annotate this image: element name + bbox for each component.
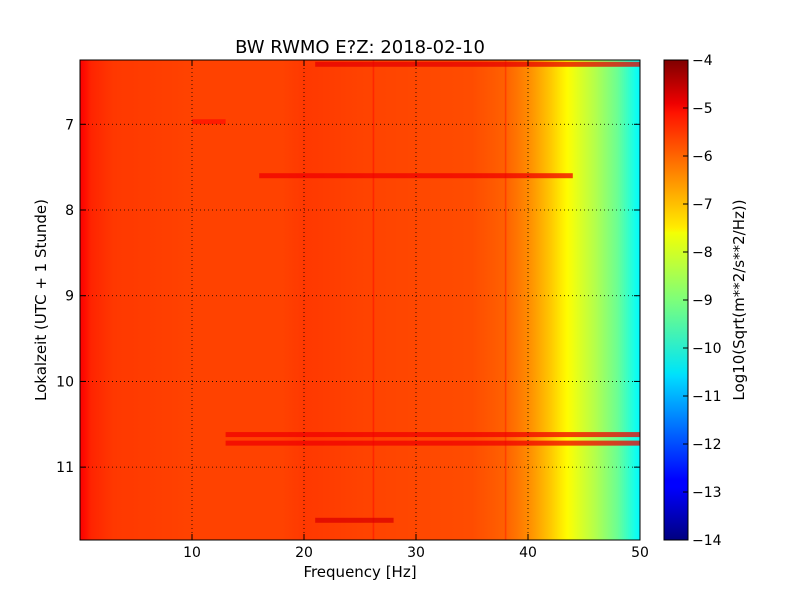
colorbar-label: Log10(Sqrt(m**2/s**2/Hz)) <box>730 199 748 400</box>
colorbar-tick-label-5: −9 <box>692 293 713 309</box>
colorbar-tick-label-10: −14 <box>692 533 722 549</box>
x-axis-ticks: 10 20 30 40 50 <box>183 60 649 561</box>
y-tick-label-2: 9 <box>65 289 74 305</box>
y-tick-label-0: 7 <box>65 117 74 133</box>
noise-band-3 <box>192 119 226 125</box>
colorbar-tick-label-9: −13 <box>692 485 722 501</box>
noise-band-5 <box>225 432 640 438</box>
colorbar-tick-label-6: −10 <box>692 341 722 357</box>
plot-grid <box>80 60 640 540</box>
noise-band-6 <box>225 440 640 446</box>
colorbar-tick-label-1: −5 <box>692 101 713 117</box>
colorbar-tick-label-8: −12 <box>692 437 722 453</box>
colorbar-tick-label-3: −7 <box>692 197 713 213</box>
plot-frame <box>79 59 641 541</box>
x-tick-label-2: 30 <box>407 545 425 561</box>
colorbar-ticks: −4 −5 −6 −7 −8 −9 −10 −11 −12 −13 −14 <box>683 53 722 549</box>
y-tick-label-1: 8 <box>65 203 74 219</box>
spectral-line-0 <box>372 60 375 540</box>
colorbar-tick-label-0: −4 <box>692 53 713 69</box>
colorbar-tick-label-4: −8 <box>692 245 713 261</box>
noise-band-7 <box>315 517 394 523</box>
y-axis-ticks: 7 8 9 10 11 <box>56 117 640 476</box>
x-tick-label-0: 10 <box>183 545 201 561</box>
colorbar-tick-label-2: −6 <box>692 149 713 165</box>
noise-band-4 <box>259 173 573 179</box>
chart-title: BW RWMO E?Z: 2018-02-10 <box>235 37 485 58</box>
y-axis-label: Lokalzeit (UTC + 1 Stunde) <box>32 199 50 401</box>
spectral-line-1 <box>504 60 507 540</box>
colorbar-tick-label-7: −11 <box>692 389 722 405</box>
x-axis-label: Frequency [Hz] <box>303 563 416 581</box>
spectrogram-heatmap <box>80 60 640 540</box>
y-tick-label-3: 10 <box>56 374 74 390</box>
x-tick-label-3: 40 <box>519 545 537 561</box>
x-tick-label-4: 50 <box>631 545 649 561</box>
spectrum-background <box>80 60 640 540</box>
y-tick-label-4: 11 <box>56 460 74 476</box>
noise-band-2 <box>315 61 640 67</box>
x-tick-label-1: 20 <box>295 545 313 561</box>
